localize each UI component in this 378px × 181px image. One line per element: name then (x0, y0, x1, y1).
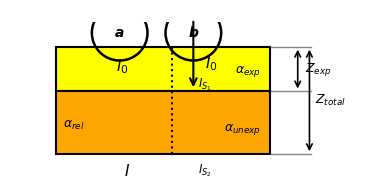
Text: $\alpha_{exp}$: $\alpha_{exp}$ (235, 64, 261, 79)
Text: $\alpha_{rel}$: $\alpha_{rel}$ (64, 119, 85, 132)
Text: $I$: $I$ (124, 163, 130, 179)
Text: $I_0$: $I_0$ (205, 54, 218, 73)
Bar (56, 91, 270, 154)
Text: $I_{S_2}$: $I_{S_2}$ (198, 163, 211, 179)
Text: $\alpha_{unexp}$: $\alpha_{unexp}$ (224, 122, 261, 137)
Text: $Z_{total}$: $Z_{total}$ (315, 93, 345, 108)
Text: a: a (115, 26, 124, 40)
Text: $Z_{exp}$: $Z_{exp}$ (305, 61, 332, 78)
Text: $I_{S_1}$: $I_{S_1}$ (198, 76, 212, 93)
Text: $I_0$: $I_0$ (116, 57, 129, 76)
Text: b: b (188, 26, 198, 40)
Bar (56, 47, 270, 91)
